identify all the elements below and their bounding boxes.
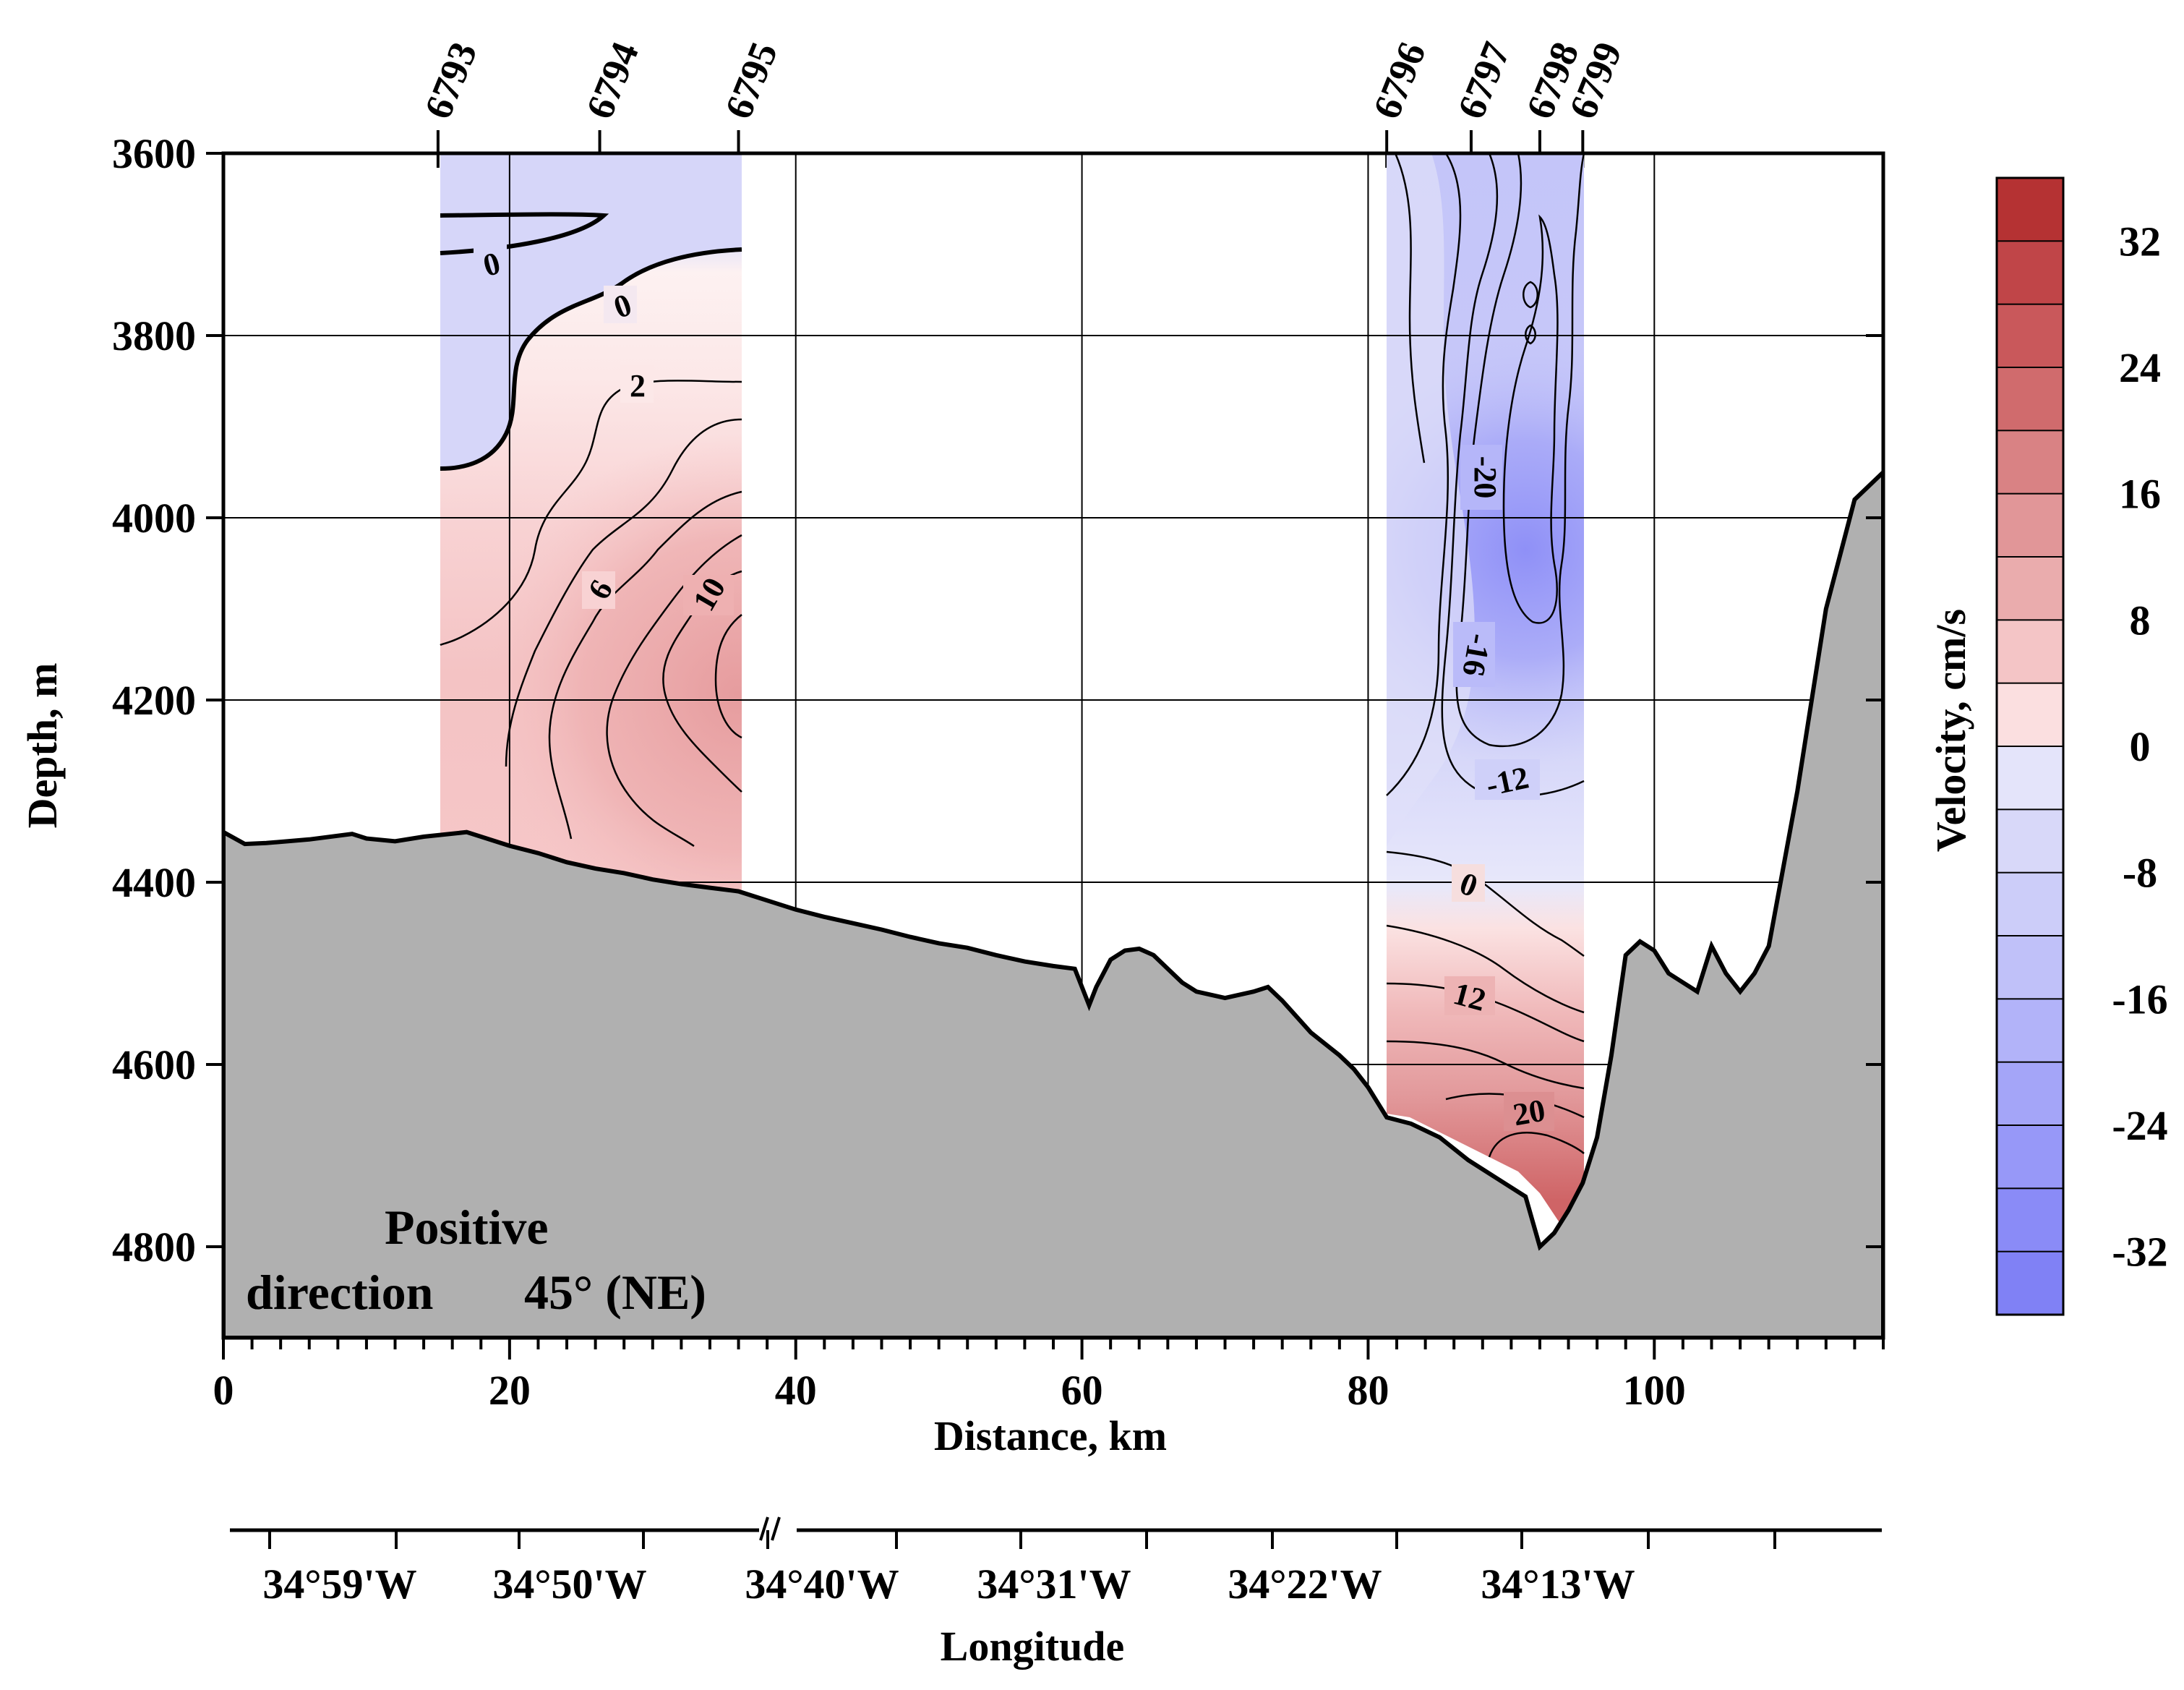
y-tick-label: 4200 xyxy=(112,677,196,724)
y-axis-title: Depth, m xyxy=(19,663,66,829)
longitude-tick-label: 34°31'W xyxy=(977,1561,1131,1608)
x-tick-label: 0 xyxy=(213,1367,234,1414)
plot-area: 0 0 2 6 10 -20 -16 -12 0 12 20 Positive … xyxy=(223,153,1883,1338)
longitude-tick-label: 34°13'W xyxy=(1481,1561,1635,1608)
colorbar-swatch xyxy=(1996,303,2064,369)
direction-note: Positive direction 45° (NE) xyxy=(246,1200,706,1320)
station-label: 6795 xyxy=(716,36,786,125)
west-contour-12 xyxy=(714,614,742,739)
colorbar-swatch xyxy=(1996,808,2064,874)
contour-labels: 0 0 2 6 10 -20 -16 -12 0 12 20 xyxy=(474,242,1554,1132)
direction-note-line1: Positive xyxy=(385,1200,549,1255)
east-contour-e xyxy=(1502,214,1559,624)
longitude-axis-title: Longitude xyxy=(941,1623,1125,1670)
colorbar-swatch xyxy=(1996,1187,2064,1253)
colorbar-swatch xyxy=(1996,240,2064,306)
y-tick-label: 4000 xyxy=(112,495,196,542)
colorbar-swatch xyxy=(1996,935,2064,1000)
colorbar-swatch xyxy=(1996,1124,2064,1190)
colorbar-frame xyxy=(1995,176,2065,1316)
station-label: 6797 xyxy=(1449,36,1518,125)
contour-label-east-neg12: -12 xyxy=(1483,759,1532,803)
colorbar-tick-label: 0 xyxy=(2130,723,2151,770)
axis-break-icon xyxy=(759,1516,781,1541)
longitude-tick-label: 34°22'W xyxy=(1228,1561,1382,1608)
axes: 0 20 40 60 80 100 3600 3800 4000 4200 4400 4600 4800 xyxy=(112,130,1885,1414)
colorbar-swatch xyxy=(1996,1250,2064,1316)
y-tick-label: 4400 xyxy=(112,859,196,906)
longitude-tick-label: 34°50'W xyxy=(492,1561,646,1608)
station-label: 6796 xyxy=(1365,36,1434,125)
contour-label-west-2: 2 xyxy=(630,368,646,404)
west-contour-6 xyxy=(548,490,742,840)
west-contour-4 xyxy=(505,418,742,767)
east-contour-i xyxy=(1386,982,1585,1043)
colorbar-tick-label: -24 xyxy=(2112,1102,2167,1149)
x-tick-label: 80 xyxy=(1347,1367,1389,1414)
colorbar-title: Velocity, cm/s xyxy=(1927,609,1974,852)
colorbar-swatch xyxy=(1996,682,2064,748)
colorbar-tick-label: 16 xyxy=(2119,471,2161,518)
colorbar-swatch xyxy=(1996,619,2064,685)
station-label: 6793 xyxy=(416,36,485,125)
x-axis-title: Distance, km xyxy=(934,1412,1167,1459)
seabed-profile xyxy=(223,469,1883,1338)
contour-label-east-20: 20 xyxy=(1510,1093,1548,1133)
contour-label-east-neg16: -16 xyxy=(1455,631,1497,679)
east-contour-g xyxy=(1525,324,1536,345)
x-tick-label: 100 xyxy=(1623,1367,1686,1414)
colorbar: 32 24 16 8 0 -8 -16 -24 -32 xyxy=(1995,176,2168,1316)
east-contour-l xyxy=(1488,1132,1585,1158)
colorbar-swatch xyxy=(1996,367,2064,432)
direction-note-line3: 45° (NE) xyxy=(524,1265,706,1320)
east-contour-j xyxy=(1386,1040,1585,1090)
colorbar-tick-label: 24 xyxy=(2119,344,2161,391)
x-tick-label: 20 xyxy=(489,1367,531,1414)
y-tick-label: 3800 xyxy=(112,312,196,359)
east-contour-f xyxy=(1523,281,1538,309)
east-contour-h xyxy=(1386,924,1585,1014)
colorbar-swatch xyxy=(1996,746,2064,811)
colorbar-tick-label: 8 xyxy=(2130,597,2151,644)
east-section-field xyxy=(1386,153,1585,1237)
direction-note-line2: direction xyxy=(246,1265,433,1320)
colorbar-swatch xyxy=(1996,430,2064,495)
colorbar-tick-label: -16 xyxy=(2112,976,2167,1023)
colorbar-swatch xyxy=(1996,556,2064,621)
colorbar-tick-label: -32 xyxy=(2112,1229,2167,1276)
east-contour-b xyxy=(1386,153,1462,796)
zero-contour-east xyxy=(1386,850,1585,957)
y-tick-label: 4600 xyxy=(112,1041,196,1088)
y-tick-label: 3600 xyxy=(112,130,196,177)
colorbar-swatch xyxy=(1996,177,2064,242)
y-tick-label: 4800 xyxy=(112,1224,196,1271)
contour-label-east-neg20: -20 xyxy=(1468,456,1503,499)
colorbar-tick-label: -8 xyxy=(2123,850,2157,897)
east-contour-a xyxy=(1394,153,1426,464)
colorbar-swatch xyxy=(1996,871,2064,937)
longitude-axis: 34°59'W 34°50'W 34°40'W 34°31'W 34°22'W 34°13… xyxy=(230,1516,1882,1608)
colorbar-swatch xyxy=(1996,998,2064,1064)
x-tick-label: 40 xyxy=(775,1367,817,1414)
east-negative-band xyxy=(1387,153,1475,846)
east-contour-d xyxy=(1455,153,1585,748)
longitude-tick-label: 34°59'W xyxy=(262,1561,416,1608)
colorbar-swatch xyxy=(1996,492,2064,558)
x-tick-label: 60 xyxy=(1061,1367,1103,1414)
colorbar-tick-label: 32 xyxy=(2119,218,2161,265)
station-label: 6794 xyxy=(578,36,647,125)
colorbar-swatch xyxy=(1996,1061,2064,1127)
longitude-tick-label: 34°40'W xyxy=(745,1561,899,1608)
